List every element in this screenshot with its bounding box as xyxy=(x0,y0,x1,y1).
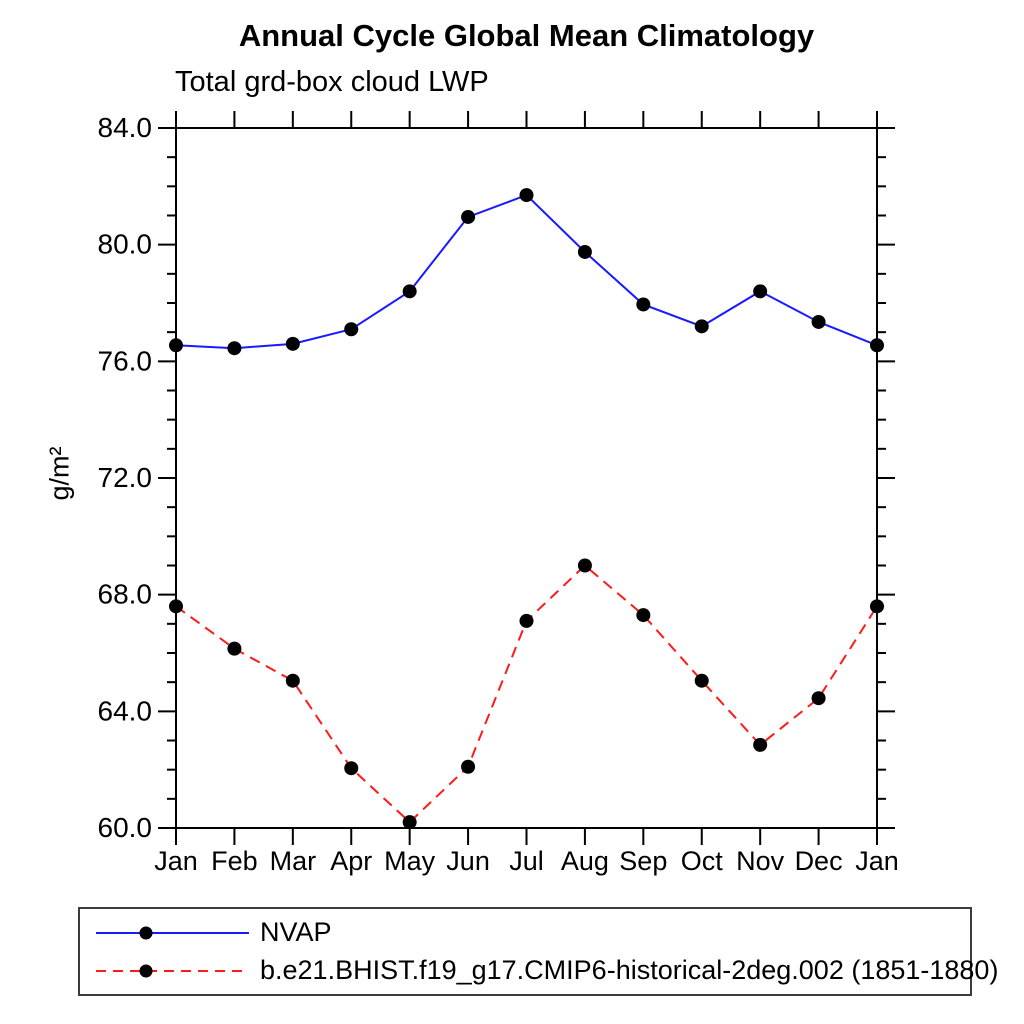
data-point xyxy=(344,322,359,337)
x-tick-label: Oct xyxy=(681,846,724,876)
chart-subtitle: Total grd-box cloud LWP xyxy=(175,66,489,98)
chart-title: Annual Cycle Global Mean Climatology xyxy=(238,18,815,53)
data-point xyxy=(169,599,183,614)
x-tick-label: May xyxy=(384,846,436,876)
y-tick-label: 64.0 xyxy=(98,695,153,726)
data-point xyxy=(461,759,476,774)
data-point xyxy=(577,558,592,573)
data-point xyxy=(636,297,651,312)
x-tick-label: Apr xyxy=(330,846,372,876)
x-tick-label: Dec xyxy=(795,846,843,876)
data-point xyxy=(636,608,651,623)
data-point xyxy=(811,691,826,706)
x-tick-label: Feb xyxy=(211,846,258,876)
data-point xyxy=(519,613,534,628)
y-tick-label: 60.0 xyxy=(98,812,153,843)
legend: NVAP b.e21.BHIST.f19_g17.CMIP6-historica… xyxy=(78,907,998,996)
data-point xyxy=(227,341,242,356)
x-tick-label: Jul xyxy=(509,846,544,876)
data-point xyxy=(285,673,300,688)
data-point xyxy=(227,641,242,656)
data-point xyxy=(577,244,592,259)
data-point xyxy=(694,673,709,688)
legend-label-nvap: NVAP xyxy=(260,917,332,947)
series-line-0 xyxy=(175,193,878,350)
plot-frame xyxy=(175,127,878,829)
y-tick-label: 76.0 xyxy=(98,345,153,376)
data-point xyxy=(870,338,884,353)
model-dashed-line-sample-icon xyxy=(96,964,249,977)
data-point xyxy=(870,599,884,614)
y-tick-label: 72.0 xyxy=(98,462,153,493)
data-point xyxy=(344,761,359,776)
data-point xyxy=(753,284,768,299)
y-tick-label: 80.0 xyxy=(98,229,153,260)
legend-label-model: b.e21.BHIST.f19_g17.CMIP6-historical-2de… xyxy=(260,955,999,985)
data-point xyxy=(811,314,826,329)
data-point xyxy=(461,209,476,224)
data-point xyxy=(402,815,417,830)
x-tick-label: Nov xyxy=(736,846,785,876)
series-line-1 xyxy=(175,564,878,824)
x-tick-label: Aug xyxy=(561,846,609,876)
data-point xyxy=(285,336,300,351)
x-tick-label: Jan xyxy=(855,846,899,876)
x-tick-label: Mar xyxy=(270,846,317,876)
data-point xyxy=(519,188,534,203)
nvap-line-sample-icon xyxy=(96,926,249,939)
data-point xyxy=(169,338,183,353)
x-tick-label: Jan xyxy=(154,846,198,876)
y-tick-label: 84.0 xyxy=(98,112,153,143)
x-tick-label: Sep xyxy=(619,846,667,876)
data-point xyxy=(753,737,768,752)
x-tick-label: Jun xyxy=(446,846,490,876)
data-point xyxy=(694,319,709,334)
legend-entry-model: b.e21.BHIST.f19_g17.CMIP6-historical-2de… xyxy=(94,952,998,990)
data-point xyxy=(402,284,417,299)
legend-entry-nvap: NVAP xyxy=(94,914,970,952)
y-tick-label: 68.0 xyxy=(98,579,153,610)
